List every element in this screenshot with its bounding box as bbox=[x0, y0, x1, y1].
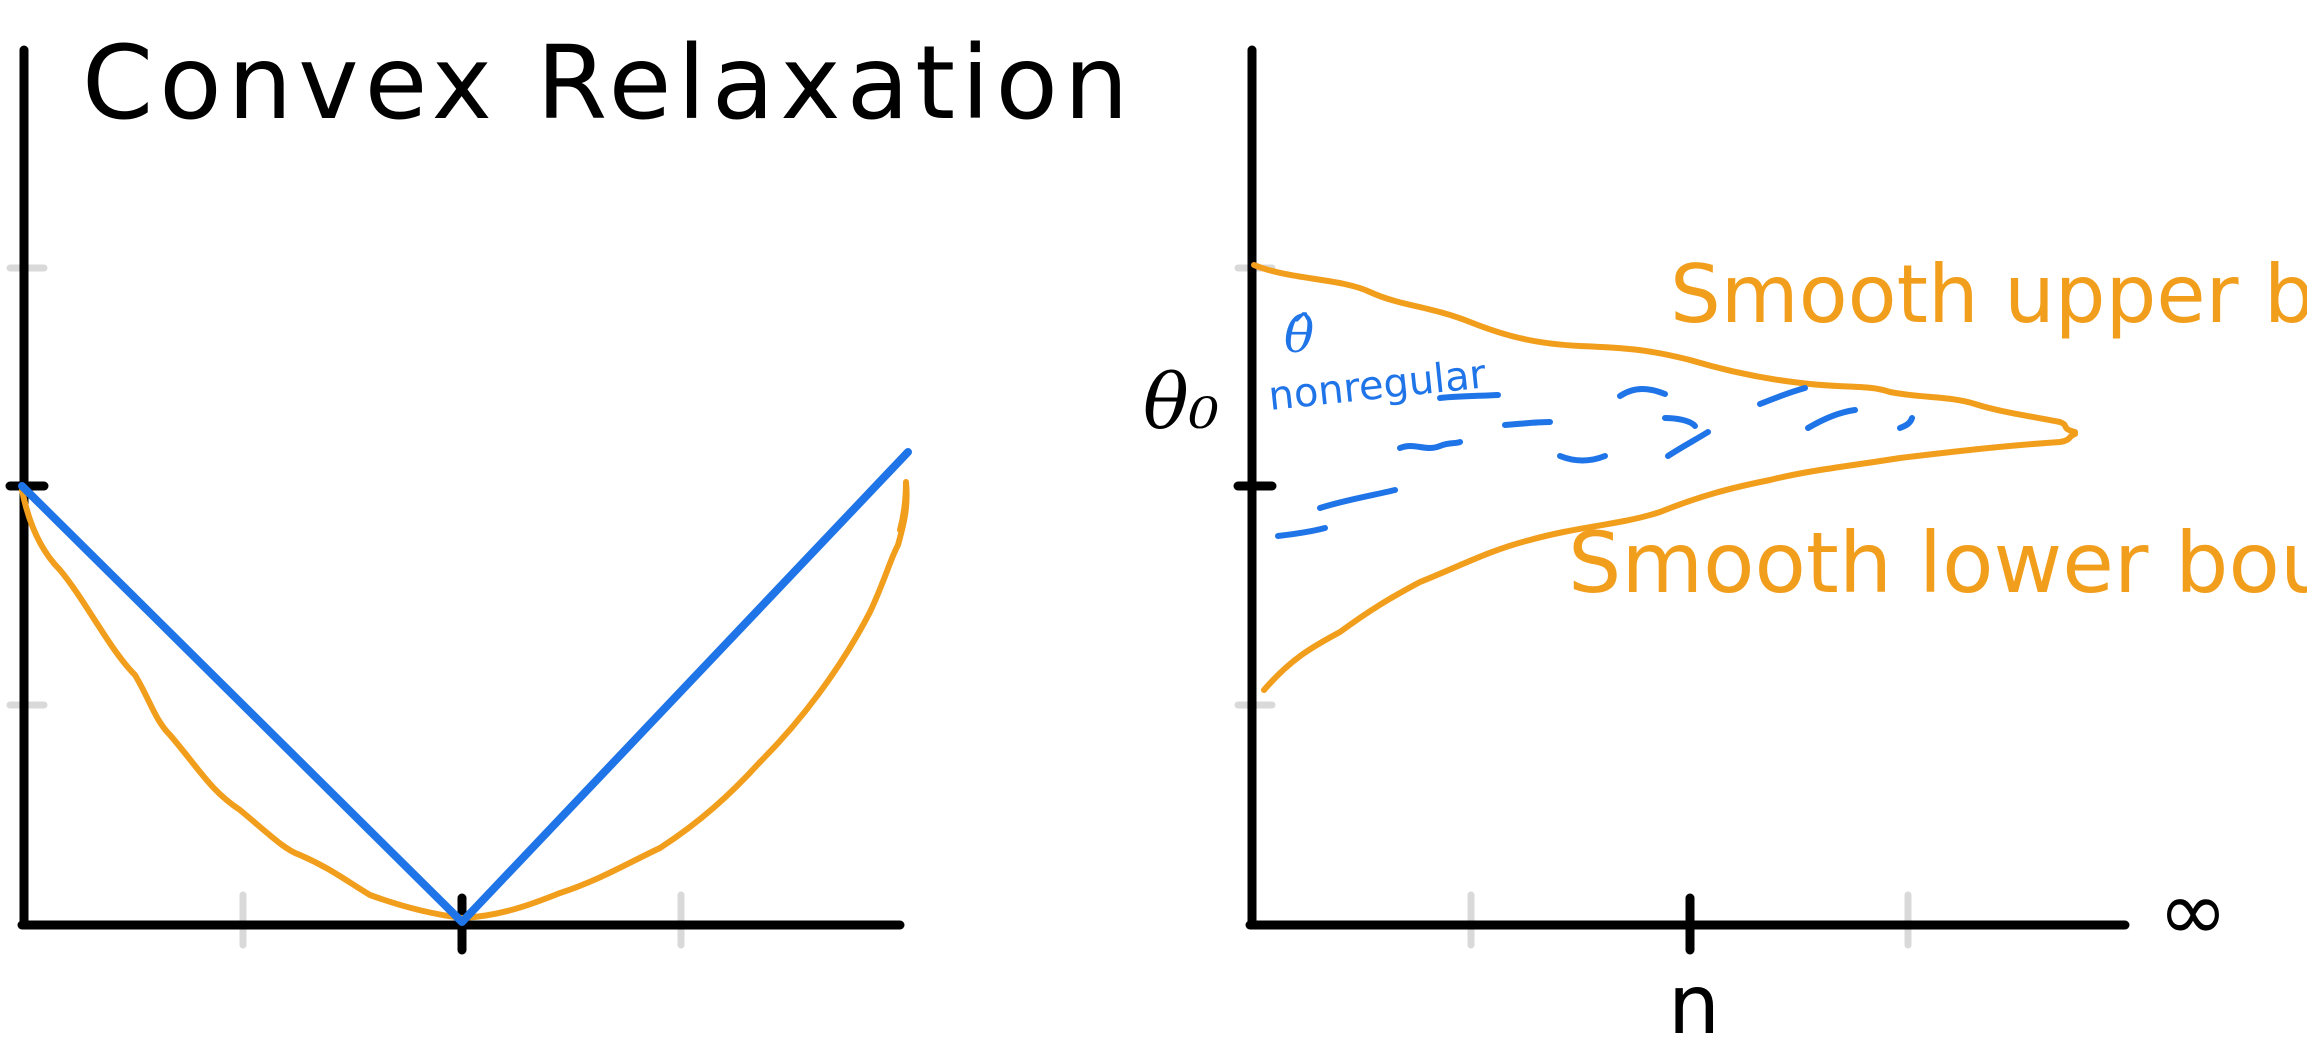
dash-1 bbox=[1275, 525, 1328, 539]
blue-v-curve bbox=[18, 448, 912, 926]
left-minor-ticks bbox=[6, 264, 685, 949]
dash-2 bbox=[1317, 487, 1398, 511]
infinity-label: ∞ bbox=[2158, 862, 2228, 960]
estimator-symbol: θ̂ bbox=[1284, 306, 1314, 364]
nonregular-estimator-dashes bbox=[1275, 385, 1915, 539]
dash-5 bbox=[1502, 419, 1553, 428]
left-panel: Convex Relaxation bbox=[5, 24, 1135, 955]
lower-bound-curve bbox=[1261, 431, 2078, 693]
left-axes bbox=[5, 45, 905, 955]
right-panel: θ₀ n ∞ θ̂ nonregular Smooth upper bound … bbox=[1143, 45, 2307, 1053]
orange-convex-curve bbox=[19, 479, 910, 921]
dash-11 bbox=[1805, 407, 1858, 431]
dash-12 bbox=[1897, 415, 1915, 431]
dash-10 bbox=[1757, 385, 1808, 407]
dash-8 bbox=[1662, 415, 1698, 429]
dash-9 bbox=[1665, 429, 1711, 459]
dash-3 bbox=[1397, 439, 1463, 451]
dash-7 bbox=[1617, 386, 1668, 399]
upper-bound-curve bbox=[1251, 262, 2078, 435]
lower-bound-label: Smooth lower bound bbox=[1568, 514, 2307, 612]
left-title: Convex Relaxation bbox=[82, 24, 1135, 143]
dash-6 bbox=[1557, 453, 1608, 464]
right-axes bbox=[1233, 45, 2130, 955]
n-label: n bbox=[1668, 958, 1720, 1053]
dash-4 bbox=[1437, 392, 1501, 401]
theta-zero-label: θ₀ bbox=[1143, 357, 1219, 446]
upper-bound-label: Smooth upper bound bbox=[1670, 248, 2307, 341]
